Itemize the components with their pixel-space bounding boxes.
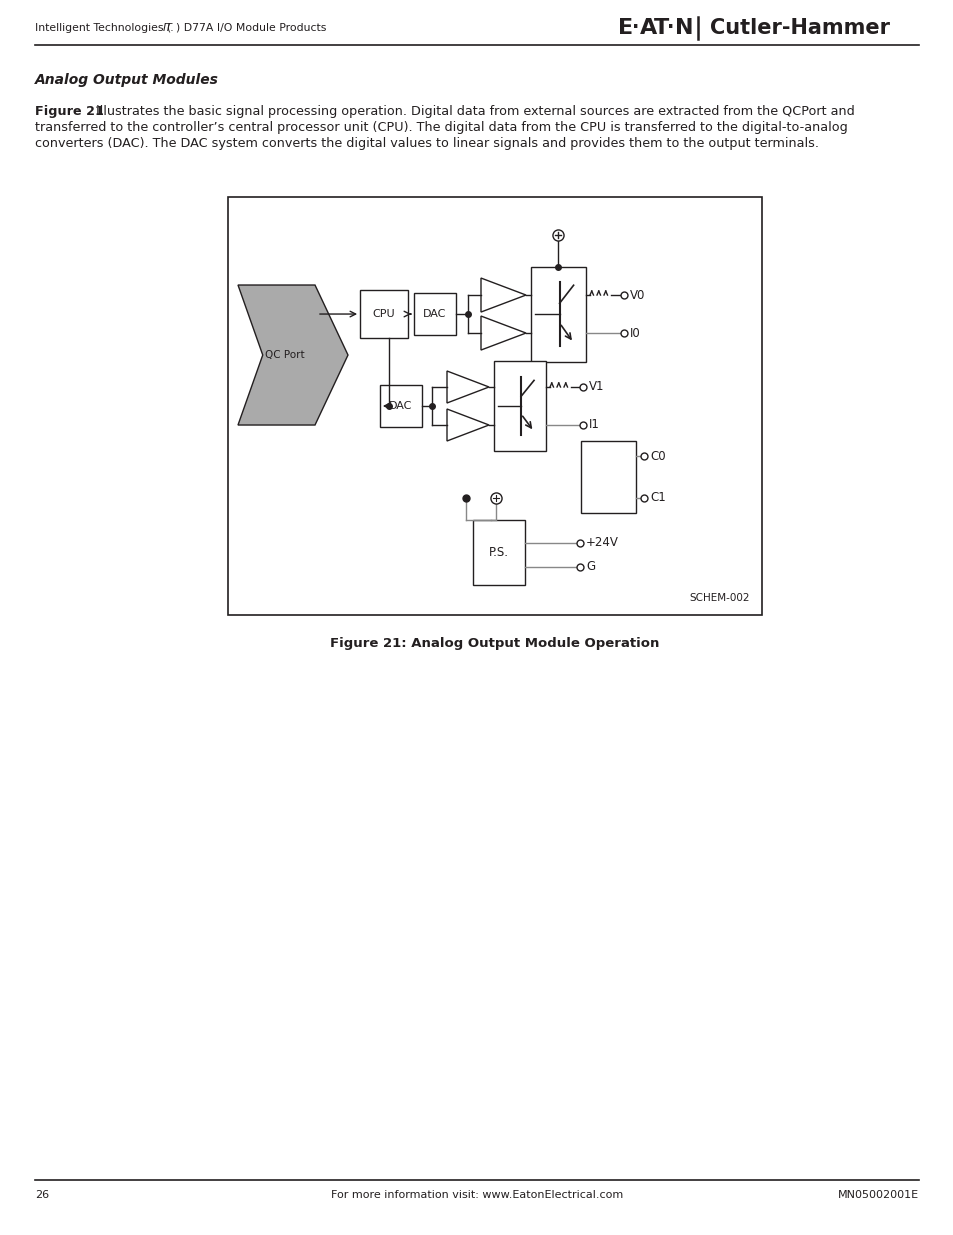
Text: transferred to the controller’s central processor unit (CPU). The digital data f: transferred to the controller’s central … — [35, 121, 847, 135]
Text: ·: · — [631, 19, 639, 37]
Text: DAC: DAC — [389, 401, 413, 411]
Bar — [414, 293, 456, 335]
Bar — [473, 520, 524, 585]
Text: N: N — [675, 19, 693, 38]
Text: For more information visit: www.EatonElectrical.com: For more information visit: www.EatonEle… — [331, 1191, 622, 1200]
Text: 26: 26 — [35, 1191, 49, 1200]
Text: converters (DAC). The DAC system converts the digital values to linear signals a: converters (DAC). The DAC system convert… — [35, 137, 818, 149]
Text: +24V: +24V — [585, 536, 618, 550]
Text: IT.: IT. — [163, 23, 175, 33]
Bar — [359, 290, 408, 338]
Text: Analog Output Modules: Analog Output Modules — [35, 73, 218, 86]
Bar — [531, 267, 585, 362]
Text: QC Port: QC Port — [265, 350, 304, 361]
Text: G: G — [585, 561, 595, 573]
Text: illustrates the basic signal processing operation. Digital data from external so: illustrates the basic signal processing … — [91, 105, 854, 119]
Polygon shape — [237, 285, 348, 425]
Text: I1: I1 — [588, 419, 599, 431]
Text: A: A — [639, 19, 657, 38]
Text: C1: C1 — [649, 492, 665, 504]
Bar — [494, 361, 545, 451]
Text: V0: V0 — [629, 289, 644, 301]
Text: V1: V1 — [588, 380, 604, 394]
Bar — [580, 441, 636, 513]
Text: MN05002001E: MN05002001E — [837, 1191, 918, 1200]
Text: SCHEM-002: SCHEM-002 — [689, 593, 749, 603]
Text: E: E — [618, 19, 633, 38]
Bar — [228, 198, 761, 615]
Text: Figure 21: Figure 21 — [35, 105, 104, 119]
Text: P.S.: P.S. — [489, 546, 509, 559]
Text: Cutler-Hammer: Cutler-Hammer — [709, 19, 889, 38]
Text: C0: C0 — [649, 450, 665, 463]
Text: Intelligent Technologies (: Intelligent Technologies ( — [35, 23, 171, 33]
Text: DAC: DAC — [423, 309, 446, 319]
Text: Figure 21: Analog Output Module Operation: Figure 21: Analog Output Module Operatio… — [330, 637, 659, 650]
Text: ·: · — [666, 19, 674, 37]
Text: T: T — [654, 19, 669, 38]
Bar — [379, 385, 421, 427]
Text: ) D77A I/O Module Products: ) D77A I/O Module Products — [175, 23, 326, 33]
Text: CPU: CPU — [373, 309, 395, 319]
Text: I0: I0 — [629, 326, 640, 340]
